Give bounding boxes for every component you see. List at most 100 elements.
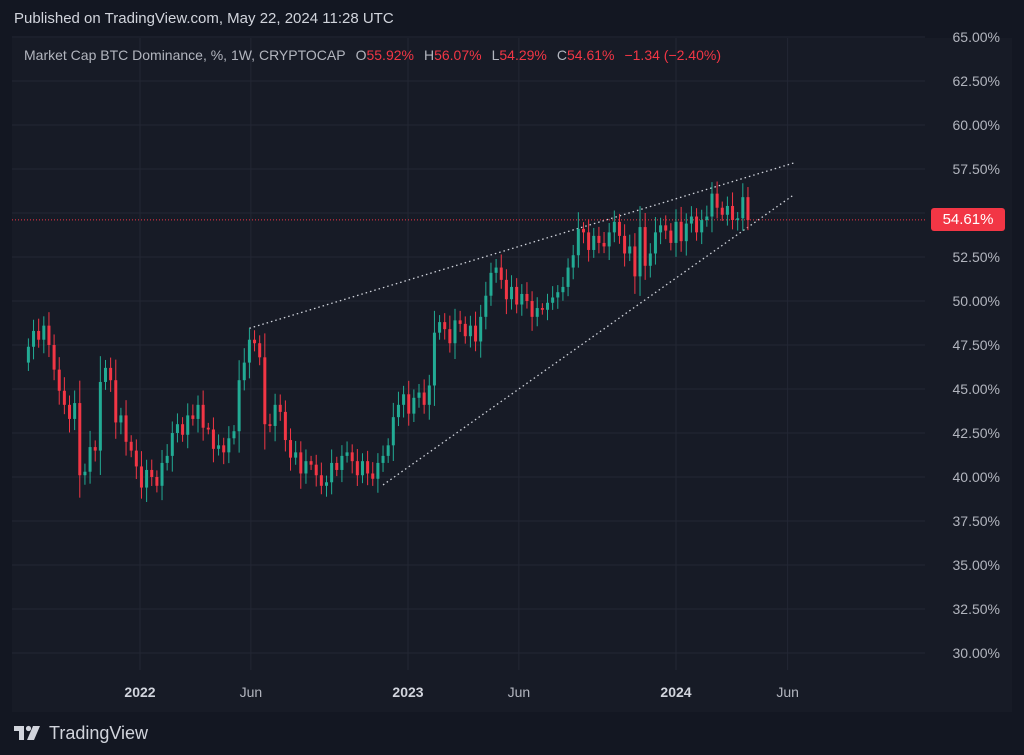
candle-body	[191, 415, 195, 419]
candle-up	[427, 374, 431, 420]
candle-body	[42, 325, 46, 340]
candle-body	[52, 345, 56, 370]
candle-up	[551, 286, 555, 310]
candle-up	[145, 459, 149, 502]
x-axis[interactable]: 2022 Jun 2023 Jun 2024 Jun	[124, 684, 798, 700]
candle-up	[556, 285, 560, 309]
candle-body	[32, 330, 36, 347]
candle-body	[659, 225, 663, 233]
y-axis[interactable]: 30.00% 32.50% 35.00% 37.50% 40.00% 42.50% 45.0…	[953, 29, 1000, 661]
candle-down	[458, 310, 462, 332]
candle-body	[515, 286, 519, 305]
candle-up	[607, 223, 611, 260]
candle-up	[689, 206, 693, 233]
y-tick-label: 57.50%	[953, 161, 1000, 177]
candle-body	[720, 207, 724, 215]
high-label: H	[423, 47, 435, 63]
candle-body	[443, 322, 447, 330]
candle-up	[232, 425, 236, 445]
candle-up	[376, 453, 380, 493]
candle-body	[268, 424, 272, 426]
candle-up	[653, 217, 657, 265]
trend-line[interactable]	[249, 162, 795, 329]
candle-body	[715, 193, 719, 208]
low-label: L	[491, 47, 500, 63]
candle-body	[242, 362, 246, 381]
chart-panel[interactable]	[12, 38, 1012, 712]
candle-body	[227, 438, 231, 453]
candle-up	[196, 395, 200, 433]
y-tick-label: 37.50%	[953, 513, 1000, 529]
candle-body	[319, 475, 323, 486]
candle-body	[391, 417, 395, 446]
candle-body	[289, 440, 293, 458]
candle-down	[623, 224, 627, 267]
candle-down	[68, 395, 72, 433]
candle-up	[628, 234, 632, 262]
candle-up	[489, 262, 493, 306]
candle-body	[592, 235, 596, 250]
candle-body	[103, 367, 107, 382]
candle-body	[294, 452, 298, 458]
candle-down	[679, 206, 683, 252]
candle-up	[571, 244, 575, 280]
candle-down	[597, 226, 601, 254]
candle-body	[217, 445, 221, 449]
candle-body	[278, 404, 282, 412]
candle-up	[520, 284, 524, 316]
candle-body	[705, 216, 709, 221]
candle-down	[643, 213, 647, 280]
y-tick-label: 52.50%	[953, 249, 1000, 265]
candle-up	[684, 213, 688, 256]
candle-up	[510, 275, 514, 310]
candle-down	[57, 357, 61, 405]
candle-body	[181, 424, 185, 435]
candle-body	[263, 357, 267, 425]
candle-body	[98, 381, 102, 451]
candle-body	[494, 267, 498, 273]
candle-body	[175, 424, 179, 433]
candle-body	[432, 332, 436, 386]
candle-up	[453, 308, 457, 359]
candle-up	[345, 441, 349, 463]
candle-up	[160, 449, 164, 501]
x-tick-label: 2024	[660, 684, 691, 700]
x-tick-label: Jun	[240, 684, 263, 700]
candle-up	[330, 449, 334, 495]
candle-body	[510, 286, 514, 300]
candle-down	[253, 330, 257, 352]
candlestick-series	[26, 181, 750, 502]
candle-down	[499, 254, 503, 289]
candle-down	[181, 417, 185, 442]
x-tick-label: Jun	[776, 684, 799, 700]
tradingview-logo[interactable]: TradingView	[14, 722, 148, 744]
candle-body	[139, 466, 143, 488]
candle-down	[263, 333, 267, 450]
candle-down	[602, 232, 606, 254]
candle-down	[335, 456, 339, 477]
candle-body	[438, 322, 442, 333]
candle-body	[520, 293, 524, 305]
candle-up	[725, 196, 729, 226]
candle-body	[68, 404, 72, 419]
candle-body	[607, 232, 611, 247]
candle-up	[700, 209, 704, 245]
candle-up	[432, 310, 436, 406]
trend-line[interactable]	[382, 193, 795, 486]
candle-down	[407, 380, 411, 426]
candle-up	[705, 205, 709, 227]
candle-down	[319, 462, 323, 495]
candle-down	[222, 437, 226, 465]
candle-up	[576, 212, 580, 268]
candle-up	[638, 206, 642, 296]
symbol-legend[interactable]: Market Cap BTC Dominance, %, 1W, CRYPTOC…	[24, 47, 721, 63]
candle-up	[73, 390, 77, 431]
candle-body	[396, 404, 400, 418]
candle-down	[695, 208, 699, 241]
candle-up	[391, 402, 395, 461]
candle-down	[139, 451, 143, 499]
candle-up	[535, 297, 539, 327]
candle-down	[134, 439, 138, 480]
candle-down	[587, 219, 591, 262]
